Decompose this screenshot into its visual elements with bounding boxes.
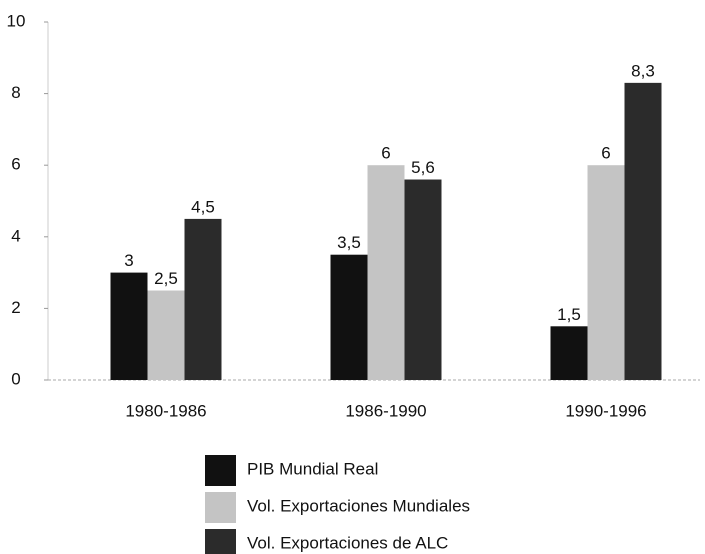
legend-label: Vol. Exportaciones Mundiales (247, 496, 470, 515)
value-label: 6 (601, 144, 610, 163)
bar (330, 254, 368, 380)
legend-swatch (205, 455, 236, 486)
x-tick-label: 1990-1996 (565, 401, 646, 420)
bar (404, 179, 442, 380)
x-tick-label: 1980-1986 (125, 401, 206, 420)
value-label: 1,5 (557, 305, 581, 324)
value-label: 3,5 (337, 233, 361, 252)
legend-swatch (205, 492, 236, 523)
y-tick-label: 8 (11, 83, 20, 102)
legend-label: Vol. Exportaciones de ALC (247, 533, 448, 552)
y-tick-label: 10 (7, 11, 26, 30)
bar (367, 165, 405, 380)
value-label: 5,6 (411, 158, 435, 177)
value-label: 3 (124, 251, 133, 270)
value-label: 6 (381, 144, 390, 163)
bar (587, 165, 625, 380)
y-tick-label: 4 (11, 226, 20, 245)
value-label: 8,3 (631, 61, 655, 80)
bar (110, 272, 148, 380)
bar (550, 326, 588, 380)
y-tick-label: 2 (11, 298, 20, 317)
bar (184, 218, 222, 380)
value-label: 4,5 (191, 197, 215, 216)
y-tick-label: 6 (11, 155, 20, 174)
value-label: 2,5 (154, 269, 178, 288)
bar (624, 82, 662, 381)
legend-swatch (205, 529, 236, 554)
legend-label: PIB Mundial Real (247, 459, 378, 478)
x-tick-label: 1986-1990 (345, 401, 426, 420)
bar (147, 290, 185, 380)
y-tick-label: 0 (11, 369, 20, 388)
